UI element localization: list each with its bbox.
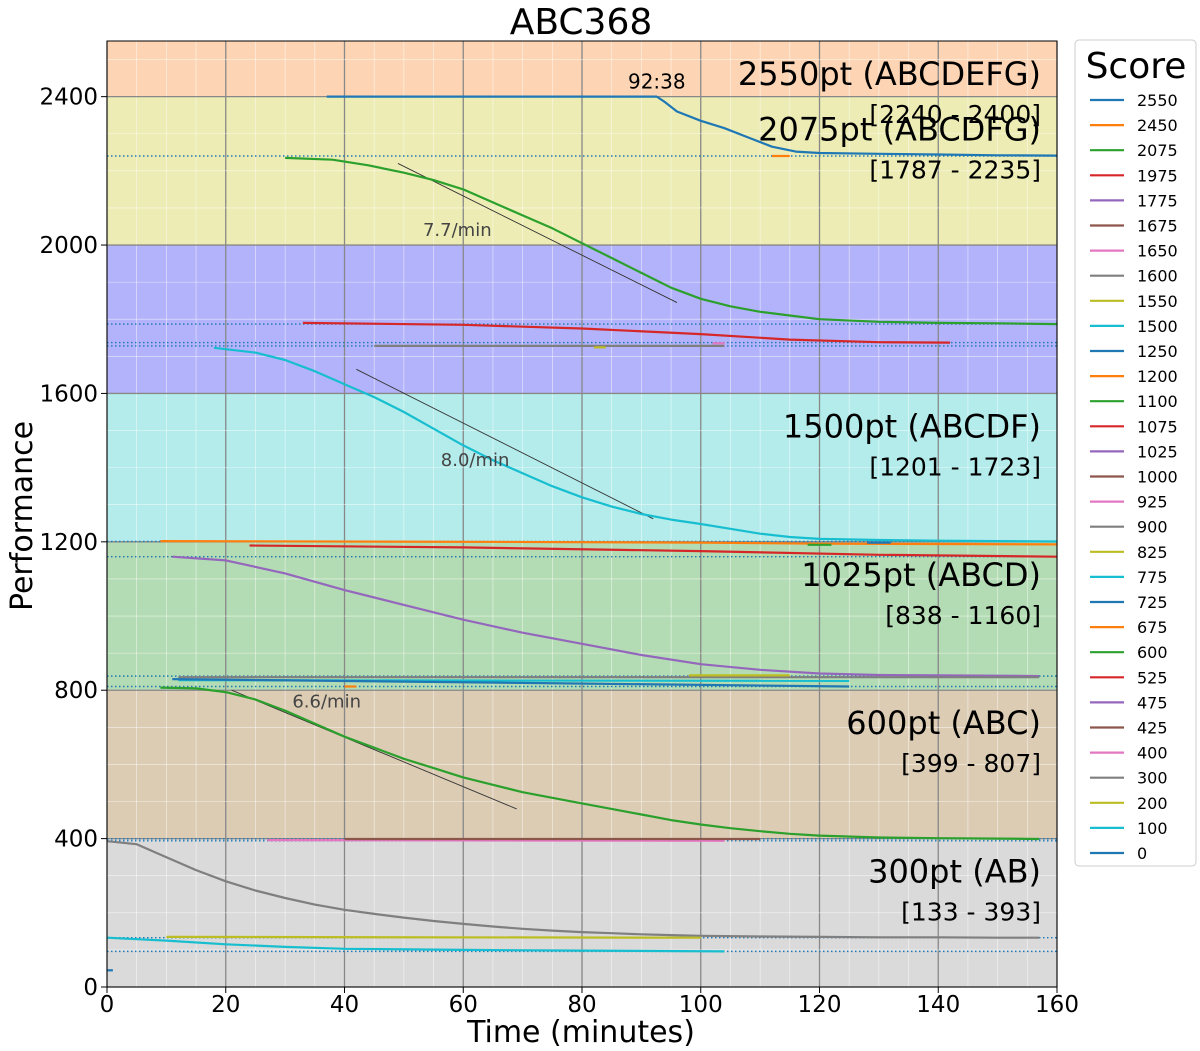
series-line-725 — [172, 678, 850, 688]
legend-entry: 900 — [1137, 518, 1168, 537]
series-line-400 — [267, 838, 725, 842]
legend-entry: 775 — [1137, 568, 1168, 587]
legend-entry: 1775 — [1137, 191, 1178, 210]
y-tick-label: 2000 — [39, 233, 98, 259]
legend-entry: 300 — [1137, 769, 1168, 788]
x-tick-label: 160 — [1035, 992, 1079, 1018]
series-lines — [106, 95, 1058, 972]
x-tick-label: 60 — [449, 992, 478, 1018]
legend-entry: 0 — [1137, 844, 1147, 863]
legend-entry: 1100 — [1137, 392, 1178, 411]
x-tick-label: 0 — [100, 992, 115, 1018]
legend-entry: 1250 — [1137, 342, 1178, 361]
band-labels: 2550pt (ABCDEFG) [2240 - 2400]2075pt (ABC… — [738, 55, 1041, 927]
band-range: [133 - 393] — [901, 898, 1041, 927]
legend-entry: 2075 — [1137, 141, 1178, 160]
series-line-200 — [166, 935, 701, 939]
legend-entry: 600 — [1137, 643, 1168, 662]
legend-entry: 200 — [1137, 794, 1168, 813]
y-tick-label: 0 — [83, 975, 98, 1001]
series-line-2550 — [326, 95, 1058, 157]
y-axis-ticks: 0 400 800 1200 1600 2000 2400 — [39, 85, 107, 1001]
legend-box — [1074, 39, 1197, 867]
band-label: 1500pt (ABCDF) — [783, 407, 1041, 445]
x-tick-label: 40 — [330, 992, 359, 1018]
band-label: 2550pt (ABCDEFG) — [738, 55, 1041, 93]
legend-entry: 1675 — [1137, 217, 1178, 236]
legend-entry: 1000 — [1137, 468, 1178, 487]
x-tick-label: 140 — [916, 992, 960, 1018]
legend-title: Score — [1086, 46, 1187, 87]
y-tick-label: 2400 — [39, 85, 98, 111]
x-axis-ticks: 0 20 40 60 80 100 120 140 160 — [100, 987, 1079, 1018]
legend-entry: 1550 — [1137, 292, 1178, 311]
legend-entry: 425 — [1137, 719, 1168, 738]
series-line-1500 — [213, 346, 1058, 543]
series-line-600 — [160, 686, 1040, 841]
legend-entry: 1200 — [1137, 367, 1178, 386]
x-tick-label: 100 — [679, 992, 723, 1018]
y-axis-label: Performance — [5, 421, 40, 611]
series-line-2075 — [285, 156, 1058, 326]
y-tick-label: 800 — [54, 678, 98, 704]
band-label: 2075pt (ABCDFG) — [758, 111, 1041, 149]
slope-line — [231, 689, 517, 810]
legend-entry: 1500 — [1137, 317, 1178, 336]
band-label: 600pt (ABC) — [846, 704, 1041, 742]
annotation-rate: 8.0/min — [441, 450, 510, 471]
chart-title: ABC368 — [510, 2, 653, 43]
annotation-rate: 7.7/min — [423, 220, 492, 241]
legend-entry: 1975 — [1137, 166, 1178, 185]
x-axis-label: Time (minutes) — [466, 1015, 695, 1050]
series-line-300 — [106, 840, 1040, 939]
y-tick-label: 1200 — [39, 530, 98, 556]
legend-entry: 400 — [1137, 744, 1168, 763]
legend-entry: 1650 — [1137, 242, 1178, 261]
annotation-rate: 6.6/min — [292, 691, 361, 712]
annotations: 92:38 7.7/min 8.0/min 6.6/min — [292, 70, 685, 713]
legend-entry: 725 — [1137, 593, 1168, 612]
legend-entry: 1075 — [1137, 417, 1178, 436]
band-label: 1025pt (ABCD) — [801, 556, 1041, 594]
slope-line — [356, 368, 654, 520]
band-range: [399 - 807] — [901, 749, 1041, 778]
legend-entry: 100 — [1137, 819, 1168, 838]
legend-entry: 675 — [1137, 618, 1168, 637]
legend-entry: 925 — [1137, 493, 1168, 512]
x-tick-label: 80 — [567, 992, 596, 1018]
band-label: 300pt (AB) — [868, 853, 1041, 891]
series-line-1200 — [160, 539, 1058, 546]
series-line-1075 — [249, 544, 1058, 558]
legend-entry: 2550 — [1137, 91, 1178, 110]
x-tick-label: 20 — [211, 992, 240, 1018]
y-tick-label: 1600 — [39, 381, 98, 407]
legend: Score 2550 2450 2075 1975 1775 1675 1650 1600 15… — [1074, 39, 1197, 867]
legend-entry: 2450 — [1137, 116, 1178, 135]
band-range: [2240 - 2400] — [869, 100, 1041, 129]
legend-entry: 1025 — [1137, 442, 1178, 461]
band-range: [1201 - 1723] — [869, 452, 1041, 481]
series-line-100 — [106, 936, 725, 953]
band-range: [838 - 1160] — [885, 601, 1041, 630]
legend-entry: 1600 — [1137, 267, 1178, 286]
legend-entry: 475 — [1137, 693, 1168, 712]
x-tick-label: 120 — [798, 992, 842, 1018]
y-tick-label: 400 — [54, 827, 98, 853]
slope-lines — [231, 163, 678, 810]
slope-line — [397, 163, 678, 303]
legend-entry: 525 — [1137, 668, 1168, 687]
band-range: [1787 - 2235] — [869, 156, 1041, 185]
series-line-1975 — [302, 321, 951, 344]
series-line-1025 — [172, 555, 1040, 678]
legend-entry: 825 — [1137, 543, 1168, 562]
annotation-time: 92:38 — [628, 70, 686, 94]
